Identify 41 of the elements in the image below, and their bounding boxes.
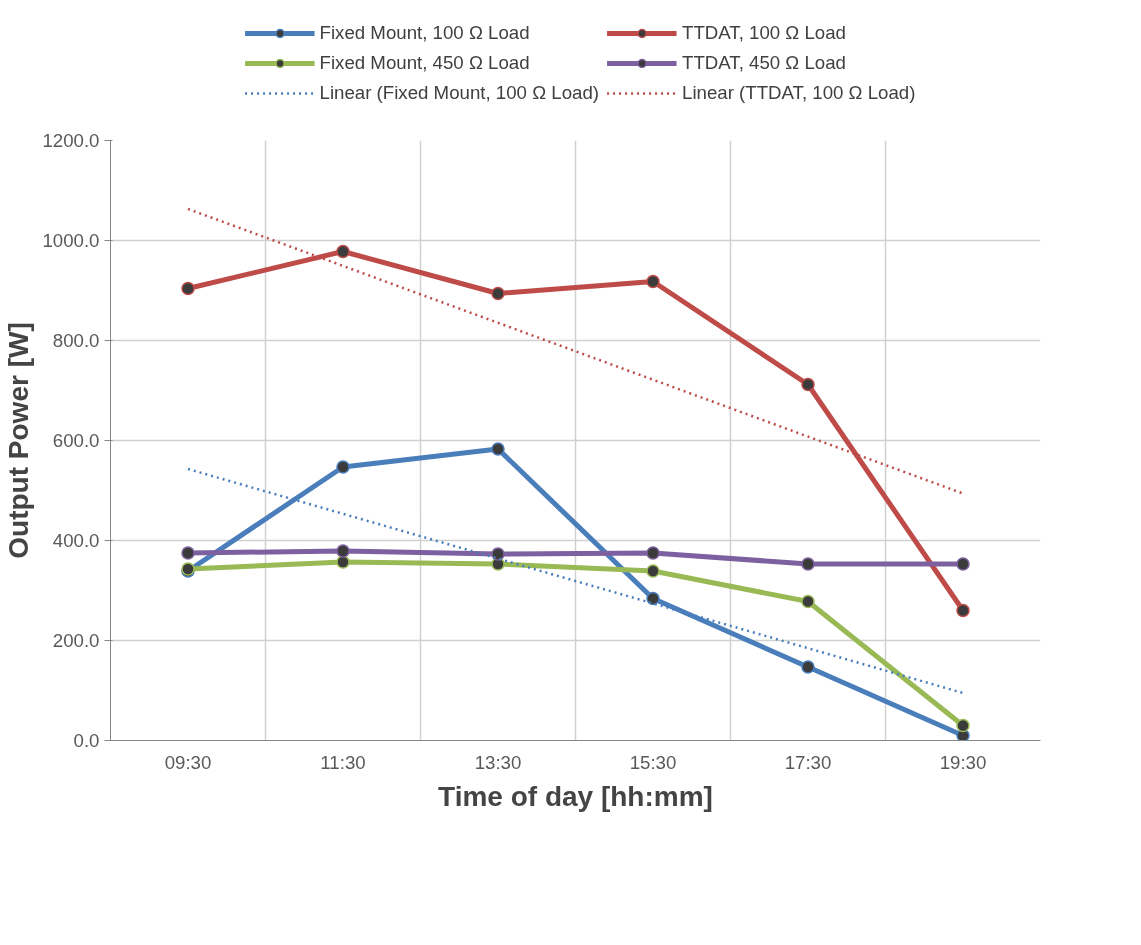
y-tick-label: 1200.0 bbox=[42, 130, 100, 151]
legend-label: Fixed Mount, 100 Ω Load bbox=[319, 21, 530, 44]
legend-label: Linear (TTDAT, 100 Ω Load) bbox=[682, 81, 916, 104]
y-tick-label: 600.0 bbox=[52, 430, 100, 451]
x-tick-label: 11:30 bbox=[320, 751, 366, 773]
point bbox=[801, 377, 815, 392]
point bbox=[801, 660, 815, 674]
x-tick-label: 17:30 bbox=[784, 751, 832, 773]
point bbox=[336, 544, 350, 558]
point bbox=[491, 547, 505, 561]
point bbox=[801, 594, 815, 609]
x-tick-label: 13:30 bbox=[474, 751, 522, 773]
point bbox=[336, 555, 350, 569]
y-tick-label: 400.0 bbox=[52, 530, 100, 551]
x-tick-label: 19:30 bbox=[939, 751, 987, 773]
point bbox=[491, 286, 505, 301]
y-tick-label: 1000.0 bbox=[42, 230, 100, 251]
point bbox=[956, 557, 970, 571]
point bbox=[491, 442, 505, 456]
x-axis-title: Time of day [hh:mm] bbox=[438, 780, 713, 812]
point bbox=[956, 718, 970, 733]
point bbox=[646, 274, 660, 289]
point bbox=[801, 557, 815, 571]
point bbox=[336, 460, 350, 474]
point bbox=[181, 546, 195, 560]
legend-label: TTDAT, 100 Ω Load bbox=[682, 21, 846, 44]
legend-label: Fixed Mount, 450 Ω Load bbox=[319, 51, 530, 74]
y-tick-label: 200.0 bbox=[52, 630, 100, 651]
legend-label: TTDAT, 450 Ω Load bbox=[682, 51, 846, 74]
legend-label: Linear (Fixed Mount, 100 Ω Load) bbox=[319, 81, 599, 104]
y-tick-label: 800.0 bbox=[52, 330, 100, 351]
point bbox=[646, 546, 660, 560]
x-tick-label: 15:30 bbox=[629, 751, 677, 773]
x-tick-label: 09:30 bbox=[164, 751, 212, 773]
point bbox=[646, 591, 660, 606]
point bbox=[646, 564, 660, 578]
point bbox=[336, 244, 350, 259]
y-axis-title: Output Power [W] bbox=[3, 322, 35, 559]
y-tick-label: 0.0 bbox=[73, 730, 100, 751]
point bbox=[956, 603, 970, 618]
point bbox=[181, 281, 195, 296]
